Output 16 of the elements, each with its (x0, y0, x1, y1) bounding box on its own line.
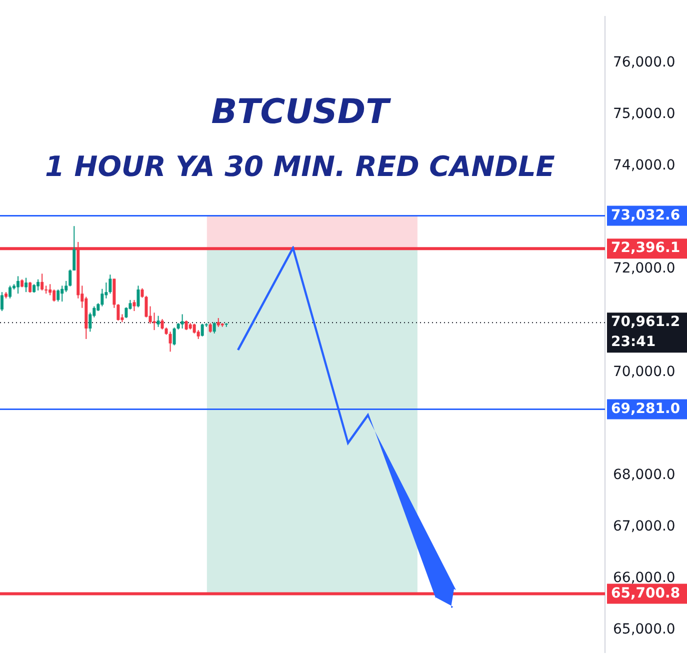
y-tick-label: 74,000.0 (613, 158, 676, 174)
ref-line-label: 69,281.0 (611, 400, 680, 417)
y-tick-label: 68,000.0 (613, 466, 676, 483)
y-tick-label: 75,000.0 (613, 106, 676, 122)
y-tick-label: 70,000.0 (613, 364, 676, 380)
ref-line-label: 72,396.1 (611, 240, 680, 256)
y-tick-label: 76,000.0 (613, 54, 676, 70)
text: BTCUSDT (210, 92, 392, 132)
y-tick-label: 67,000.0 (613, 518, 676, 534)
y-tick-label: 65,000.0 (613, 622, 676, 638)
ref-line-label: 65,700.8 (611, 585, 680, 602)
ref-line-label: 73,032.6 (611, 207, 680, 224)
text: 1 HOUR YA 30 MIN. RED CANDLE (44, 150, 556, 183)
ref-line-label: 70,961.2 23:41 (611, 314, 680, 350)
y-tick-label: 72,000.0 (613, 260, 676, 277)
y-tick-label: 66,000.0 (613, 570, 676, 586)
